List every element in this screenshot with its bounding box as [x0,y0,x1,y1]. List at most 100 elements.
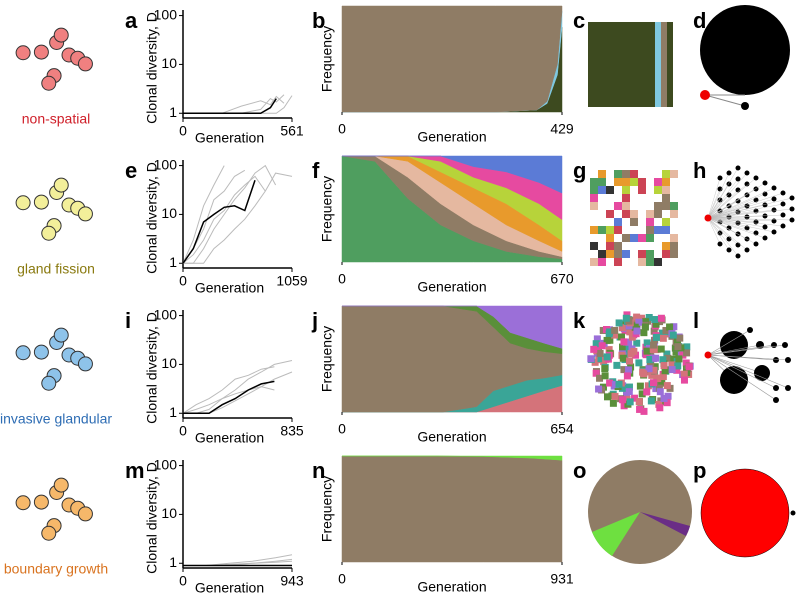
tree-edge [707,217,766,228]
area [341,5,563,113]
snapshot-cell [646,250,654,258]
cell-icon [15,195,31,211]
tree-node [771,207,777,213]
y-tick-label: 1 [169,404,177,420]
tree-edge [707,208,793,219]
tree-node [717,197,723,203]
snapshot-cell [652,385,660,393]
x-tick-label: 0 [179,123,187,139]
panel-letter: l [693,308,699,333]
snapshot-cell [662,218,670,226]
snapshot-cell [646,226,654,234]
tree-node [790,510,796,516]
snapshot-cell [615,319,623,327]
snapshot-cell [662,178,670,186]
tree-node [762,224,768,230]
snapshot-cell [652,320,660,328]
tree-edge [707,344,761,356]
snapshot-cell [670,170,678,178]
snapshot-cell [669,331,677,339]
snapshot-cell [635,318,643,326]
series-line [182,366,275,414]
snapshot [661,22,667,107]
tree-node [726,170,732,176]
snapshot-cell [658,378,666,386]
snapshot-cell [680,370,688,378]
snapshot-cell [633,313,641,321]
model-label: non-spatial [22,111,91,127]
snapshot-cell [657,345,665,353]
snapshot-cell [683,349,691,357]
snapshot-cell [643,388,651,396]
snapshot-cell [654,202,662,210]
snapshot-cell [654,375,662,383]
snapshot-cell [668,366,676,374]
tree-edge [707,217,748,229]
tree-edge [707,178,739,219]
panel-letter: m [125,458,145,483]
snapshot-cell [622,186,630,194]
snapshot-cell [650,379,658,387]
tree-node [753,175,759,181]
snapshot-cell [619,354,627,362]
snapshot-cell [638,186,646,194]
panel-letter: g [573,158,586,183]
series-line [183,380,275,415]
y-tick-label: 1 [169,554,177,570]
tree-node [762,180,768,186]
tree-edge [707,214,784,219]
snapshot-cell [633,327,641,335]
tree-edge [707,188,721,219]
snapshot-cell [638,178,646,186]
tree-node [726,192,732,198]
tree-edge [707,217,775,233]
snapshot-cell [590,202,598,210]
panel-letter: e [125,158,137,183]
x-tick-label: 0 [338,271,346,287]
snapshot-cell [638,250,646,258]
y-tick-label: 10 [161,205,177,221]
snapshot-cell [642,318,650,326]
y-tick-label: 100 [154,456,178,472]
panel-letter: j [311,308,318,333]
tree-edge [707,217,757,234]
snapshot-cell [654,258,662,266]
x-axis-label: Generation [195,580,264,596]
snapshot-cell [611,392,619,400]
tree-node [789,206,795,212]
snapshot-cell [662,242,670,250]
y-axis-label: Frequency [319,476,335,542]
tree-edge [707,198,775,219]
snapshot-cell [664,392,672,400]
tree-node [700,5,790,95]
y-tick-label: 10 [161,55,177,71]
tree-edge [707,344,786,356]
snapshot-cell [638,390,646,398]
tree-node [773,385,779,391]
x-tick-label: 943 [280,573,304,589]
snapshot-cell [644,382,652,390]
tree-edge [707,354,777,401]
snapshot-cell [615,380,623,388]
snapshot-cell [666,323,674,331]
tree-node [741,102,749,110]
snapshot-cell [673,366,681,374]
area [342,455,563,461]
snapshot-cell [670,210,678,218]
snapshot-cell [662,194,670,202]
snapshot-cell [605,330,613,338]
snapshot-cell [674,343,682,351]
snapshot-cell [654,178,662,186]
snapshot-cell [646,210,654,218]
snapshot-cell [642,351,650,359]
snapshot-cell [646,258,654,266]
snapshot-cell [646,218,654,226]
tree-node [744,214,750,220]
snapshot-cell [590,345,598,353]
tree-edge [707,177,757,219]
x-axis-label: Generation [195,280,264,296]
snapshot-cell [625,366,633,374]
snapshot-cell [654,210,662,218]
x-tick-label: 0 [338,421,346,437]
snapshot-cell [670,242,678,250]
